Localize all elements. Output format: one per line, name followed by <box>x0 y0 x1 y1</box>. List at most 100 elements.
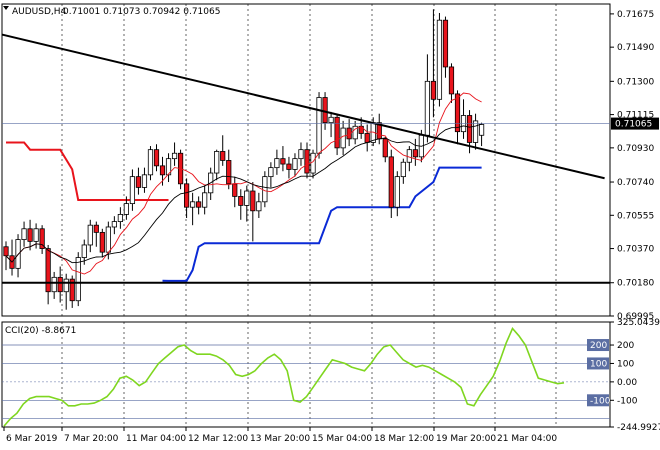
bear-candle <box>382 138 388 158</box>
bull-candle <box>202 192 208 208</box>
bull-candle <box>478 124 485 136</box>
cci-tick-label: -100 <box>617 396 638 406</box>
bull-candle <box>117 213 123 222</box>
price-tick-label: 0.70180 <box>617 279 654 289</box>
bull-candle <box>87 224 93 246</box>
bear-candle <box>364 133 370 143</box>
bull-candle <box>400 161 406 178</box>
cci-label: CCI(20) -8.8671 <box>5 326 76 336</box>
slow-moving-average <box>5 123 482 264</box>
cci-panel-frame <box>1 321 611 428</box>
price-tick-label: 0.70740 <box>617 178 654 188</box>
bear-candle <box>27 228 33 242</box>
price-panel-frame <box>1 3 611 317</box>
lower-band-line <box>162 166 482 282</box>
bull-candle <box>436 19 443 100</box>
bull-candle <box>51 276 57 293</box>
cci-line <box>3 327 565 427</box>
price-tick-label: 0.71300 <box>617 77 654 87</box>
bear-candle <box>238 196 244 206</box>
ohlc-label: 0.71001 0.71073 0.70942 0.71065 <box>63 7 220 17</box>
bands <box>6 141 482 282</box>
bull-candle <box>165 158 172 176</box>
bull-candle <box>340 127 346 149</box>
bull-candle <box>81 244 87 258</box>
symbol-label: AUDUSD,H4 <box>12 7 67 17</box>
bear-candle <box>226 160 232 185</box>
bull-candle <box>262 176 268 203</box>
bull-candle <box>406 149 412 163</box>
price-tick-label: 0.70930 <box>617 144 654 154</box>
current-price-label: 0.71065 <box>615 120 652 130</box>
bear-candle <box>196 201 202 208</box>
time-tick-label: 13 Mar 20:00 <box>250 434 310 444</box>
bear-candle <box>153 149 160 167</box>
bear-candle <box>448 66 455 95</box>
bear-candle <box>99 231 105 253</box>
time-tick-label: 7 Mar 20:00 <box>64 434 119 444</box>
time-tick-label: 12 Mar 12:00 <box>188 434 248 444</box>
bear-candle <box>304 149 310 174</box>
bear-candle <box>159 165 166 176</box>
bear-candle <box>286 163 292 170</box>
time-axis: 6 Mar 2019 7 Mar 20:00 11 Mar 04:00 12 Mar … <box>3 427 557 444</box>
bear-candle <box>57 276 63 293</box>
price-tick-label: 0.70555 <box>617 211 654 221</box>
cci-tick-label: 100 <box>617 359 634 369</box>
bull-candle <box>292 158 298 170</box>
cci-level-tag <box>587 357 609 370</box>
bear-candle <box>466 115 473 143</box>
bear-candle <box>442 19 449 68</box>
bull-candle <box>328 116 334 124</box>
bear-candle <box>45 248 51 293</box>
bull-candle <box>352 125 358 140</box>
cci-tick-label: 0.00 <box>617 378 637 388</box>
bull-candle <box>424 80 431 136</box>
bull-candle <box>129 176 136 205</box>
bull-candle <box>190 201 196 208</box>
cci-tick-label: -244.9927 <box>617 423 660 433</box>
bull-candle <box>298 149 304 160</box>
time-tick-label: 21 Mar 04:00 <box>497 434 557 444</box>
time-tick-label: 11 Mar 04:00 <box>126 434 186 444</box>
time-tick-label: 6 Mar 2019 <box>6 434 58 444</box>
cci-level-tag-label: 200 <box>590 341 607 351</box>
cci-tick-label: 200 <box>617 341 634 351</box>
bear-candle <box>430 80 437 100</box>
price-tick-label: 0.70370 <box>617 245 654 255</box>
current-price-box <box>611 117 659 130</box>
cci-level-tag-label: -100 <box>590 396 611 406</box>
bear-candle <box>69 278 75 302</box>
bull-candle <box>171 152 178 160</box>
bear-candle <box>220 151 226 161</box>
bear-candle <box>3 246 9 257</box>
price-tick-label: 0.69995 <box>617 312 654 322</box>
bull-candle <box>123 203 129 215</box>
bull-candle <box>214 151 220 174</box>
price-tick-label: 0.71490 <box>617 43 654 53</box>
fast-moving-average <box>5 92 482 275</box>
overlay-lines <box>1 33 610 284</box>
bear-candle <box>280 158 286 165</box>
bull-candle <box>33 228 39 242</box>
price-tick-label: 0.71115 <box>617 111 654 121</box>
bull-candle <box>316 97 322 154</box>
time-tick-label: 19 Mar 20:00 <box>436 434 496 444</box>
main-grid <box>1 3 611 428</box>
price-tick-label: 0.71675 <box>617 10 654 20</box>
upper-band-line <box>6 141 169 201</box>
bear-candle <box>322 97 328 124</box>
bull-candle <box>310 152 316 174</box>
bear-candle <box>388 156 394 208</box>
bull-candle <box>244 190 250 206</box>
bull-candle <box>105 226 111 253</box>
cci-level-tag <box>587 394 609 407</box>
bull-candle <box>472 120 479 143</box>
collapse-triangle-icon[interactable] <box>3 6 9 10</box>
bear-candle <box>412 149 418 158</box>
cci-panel: 200 100 -100 <box>2 327 611 427</box>
bear-candle <box>39 228 45 249</box>
bull-candle <box>256 201 262 212</box>
